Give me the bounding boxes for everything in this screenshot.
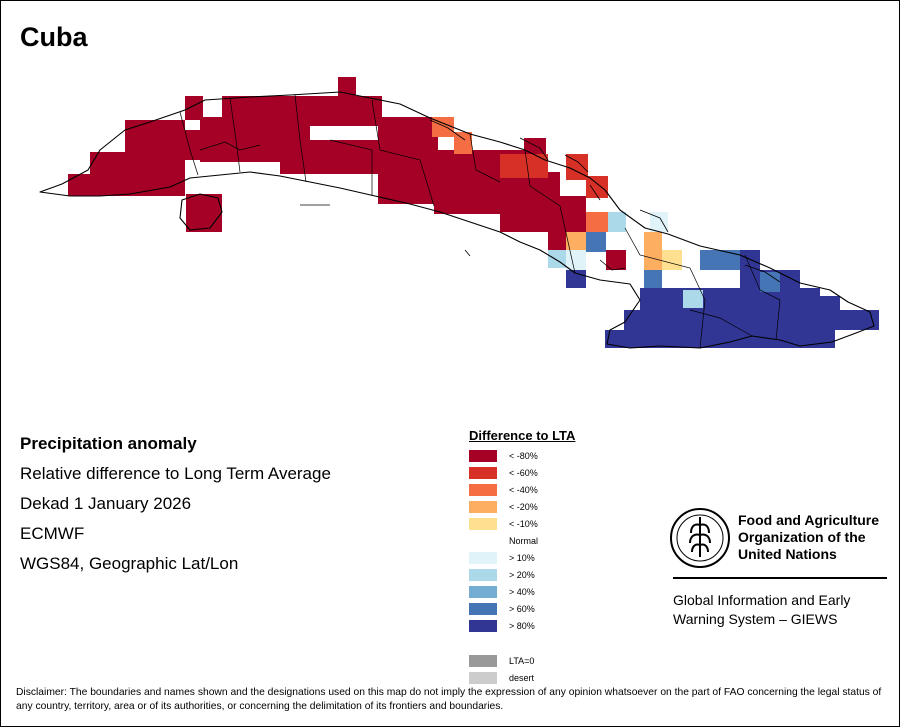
legend-swatch	[469, 484, 497, 496]
legend-label: > 20%	[509, 570, 535, 580]
anomaly-cell	[90, 152, 130, 196]
anomaly-cell	[586, 176, 608, 198]
anomaly-cell	[586, 232, 606, 252]
anomaly-cell	[624, 310, 879, 330]
anomaly-cell	[566, 250, 586, 270]
legend-row: < -60%	[469, 464, 575, 481]
legend-row: > 60%	[469, 600, 575, 617]
anomaly-cell	[605, 330, 835, 348]
legend-label: < -40%	[509, 485, 538, 495]
fao-logo	[670, 508, 730, 568]
legend-label: LTA=0	[509, 656, 535, 666]
anomaly-cell	[548, 232, 566, 250]
anomaly-cell	[644, 270, 662, 290]
anomaly-cell	[222, 96, 382, 126]
org-name-line: United Nations	[738, 546, 837, 562]
legend-label: desert	[509, 673, 535, 683]
map-legend: Difference to LTA < -80% < -60% < -40% < -2…	[469, 428, 575, 686]
legend-swatch	[469, 655, 497, 667]
legend-label: < -60%	[509, 468, 538, 478]
legend-label: < -20%	[509, 502, 538, 512]
anomaly-cell	[186, 194, 222, 232]
legend-label: Normal	[509, 536, 539, 546]
legend-row: < -20%	[469, 498, 575, 515]
legend-swatch	[469, 586, 497, 598]
legend-classes: < -80% < -60% < -40% < -20% < -10% Normal > 10…	[469, 447, 575, 634]
anomaly-cell	[606, 250, 626, 270]
legend-swatch	[469, 569, 497, 581]
anomaly-cell	[566, 154, 588, 180]
legend-swatch	[469, 501, 497, 513]
legend-swatch	[469, 518, 497, 530]
anomaly-cell	[454, 132, 472, 154]
anomaly-cell	[780, 296, 840, 310]
anomaly-cell	[700, 250, 740, 270]
legend-row: > 40%	[469, 583, 575, 600]
isla-de-la-juventud-outline	[179, 193, 223, 231]
anomaly-cell	[650, 212, 668, 232]
country-outline	[39, 91, 875, 349]
legend-swatch	[469, 552, 497, 564]
giews-name: Global Information and Early Warning Sys…	[673, 591, 888, 629]
legend-label: < -80%	[509, 451, 538, 461]
giews-line: Global Information and Early	[673, 592, 851, 608]
map-title: Cuba	[20, 22, 88, 52]
anomaly-cell	[185, 96, 203, 120]
legend-label: > 10%	[509, 553, 535, 563]
anomaly-cell	[683, 290, 703, 308]
anomaly-cell	[608, 212, 626, 232]
anomaly-cell	[548, 250, 566, 268]
org-name-line: Food and Agriculture	[738, 512, 880, 528]
anomaly-cell	[125, 120, 185, 196]
legend-swatch	[469, 603, 497, 615]
legend-label: > 40%	[509, 587, 535, 597]
anomaly-cell	[338, 77, 356, 99]
province-boundaries	[179, 94, 781, 349]
legend-row: > 10%	[469, 549, 575, 566]
legend-row: < -10%	[469, 515, 575, 532]
anomaly-cell	[662, 250, 682, 270]
legend-extra-classes: LTA=0 desert	[469, 652, 575, 686]
legend-label: > 80%	[509, 621, 535, 631]
anomaly-cell	[280, 140, 380, 174]
anomaly-cell	[760, 272, 780, 292]
map-projection: WGS84, Geographic Lat/Lon	[20, 554, 239, 573]
map-subject: Precipitation anomaly	[20, 434, 197, 453]
anomaly-cell	[586, 212, 608, 232]
fao-organization-name: Food and Agriculture Organization of the…	[738, 512, 888, 563]
disclaimer: Disclaimer: The boundaries and names sho…	[16, 687, 882, 712]
legend-row: < -80%	[469, 447, 575, 464]
anomaly-cell	[644, 232, 662, 272]
legend-row: Normal	[469, 532, 575, 549]
legend-row: < -40%	[469, 481, 575, 498]
anomaly-cell	[378, 117, 438, 177]
map-period: Dekad 1 January 2026	[20, 494, 192, 513]
legend-swatch	[469, 450, 497, 462]
coast-keys	[199, 119, 781, 283]
legend-title: Difference to LTA	[469, 428, 576, 443]
map-source: ECMWF	[20, 524, 85, 543]
anomaly-cell	[566, 270, 586, 288]
cuba-map	[39, 77, 879, 349]
legend-row: > 20%	[469, 566, 575, 583]
divider	[673, 577, 887, 579]
legend-row: > 80%	[469, 617, 575, 634]
legend-label: < -10%	[509, 519, 538, 529]
legend-row: LTA=0	[469, 652, 575, 669]
anomaly-cell	[432, 117, 454, 137]
cuba-mainland-outline	[39, 91, 875, 349]
giews-line: Warning System – GIEWS	[673, 611, 838, 627]
anomaly-cell	[566, 232, 586, 252]
org-name-line: Organization of the	[738, 529, 866, 545]
legend-swatch	[469, 672, 497, 684]
map-description: Relative difference to Long Term Average	[20, 464, 331, 483]
anomaly-grid	[68, 77, 879, 348]
legend-label: > 60%	[509, 604, 535, 614]
legend-swatch	[469, 467, 497, 479]
legend-swatch	[469, 620, 497, 632]
legend-row: desert	[469, 669, 575, 686]
